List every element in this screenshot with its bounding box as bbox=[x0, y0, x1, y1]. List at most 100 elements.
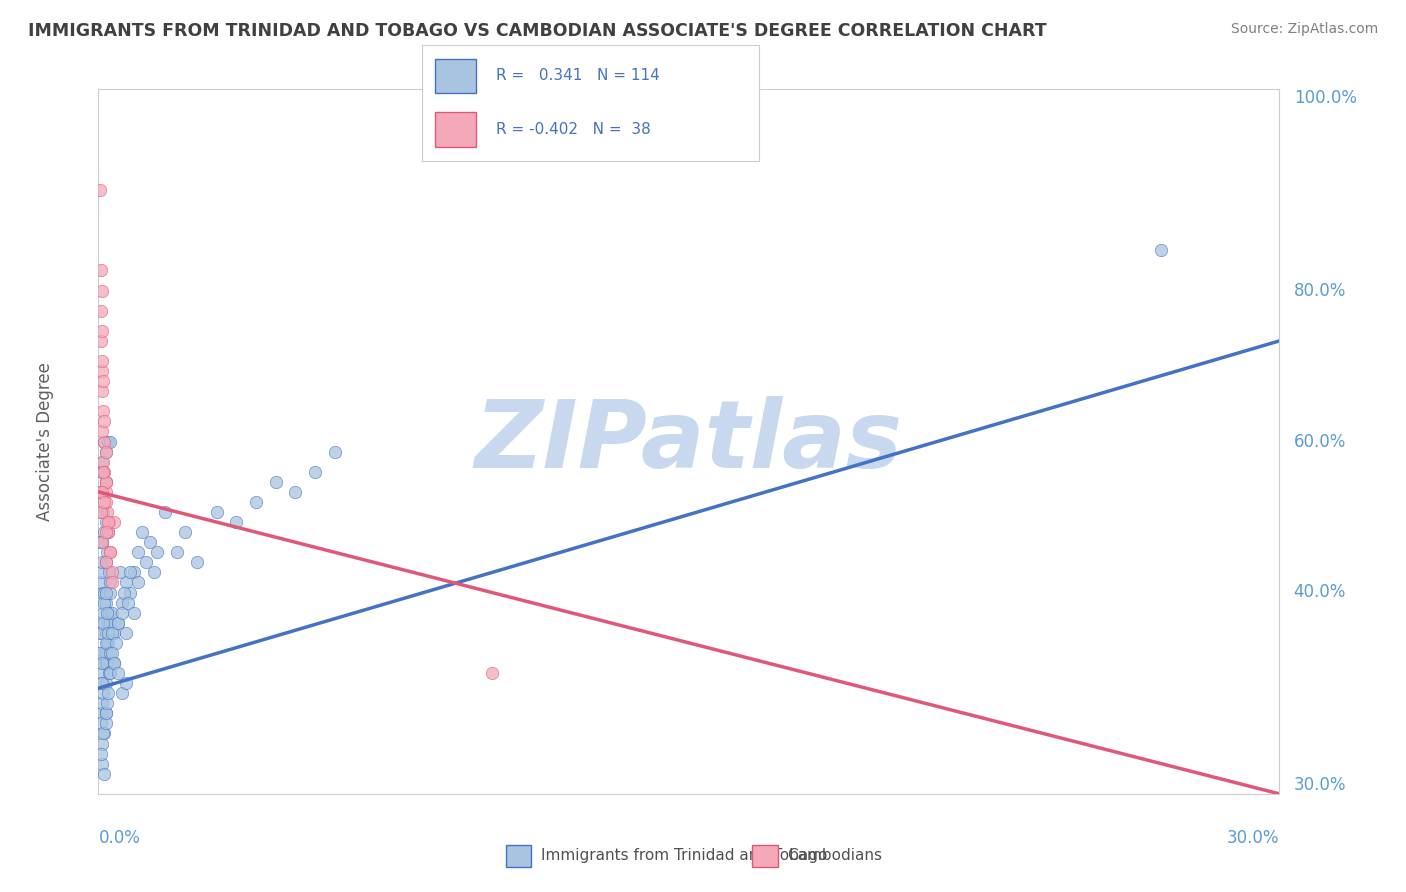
Point bbox=[94, 716, 117, 731]
Point bbox=[90, 284, 112, 298]
Point bbox=[90, 324, 112, 338]
Point bbox=[90, 625, 112, 640]
Point bbox=[284, 484, 307, 499]
Point bbox=[111, 686, 134, 700]
Point bbox=[111, 606, 134, 620]
Text: Immigrants from Trinidad and Tobago: Immigrants from Trinidad and Tobago bbox=[541, 848, 828, 863]
Point bbox=[89, 535, 111, 549]
Point bbox=[91, 646, 114, 660]
Text: R = -0.402   N =  38: R = -0.402 N = 38 bbox=[496, 121, 651, 136]
Point bbox=[98, 666, 121, 681]
Point bbox=[91, 404, 114, 418]
Point bbox=[98, 585, 121, 599]
Point bbox=[97, 615, 120, 630]
Point bbox=[107, 615, 129, 630]
Point bbox=[90, 303, 112, 318]
Point bbox=[245, 495, 267, 509]
Point bbox=[93, 656, 115, 670]
Point bbox=[97, 525, 120, 540]
Point bbox=[111, 596, 134, 610]
Point bbox=[225, 515, 247, 529]
Point bbox=[91, 726, 114, 740]
Point bbox=[101, 606, 124, 620]
Point bbox=[138, 535, 160, 549]
Point bbox=[93, 414, 115, 428]
Point bbox=[94, 555, 117, 569]
Point bbox=[94, 475, 117, 489]
Point bbox=[91, 696, 114, 710]
Point bbox=[94, 555, 117, 569]
Point bbox=[96, 676, 118, 690]
Point bbox=[98, 566, 121, 580]
Point bbox=[108, 566, 131, 580]
Point bbox=[91, 676, 114, 690]
Point bbox=[96, 606, 118, 620]
Point bbox=[90, 756, 112, 771]
Point bbox=[115, 575, 138, 590]
Point bbox=[96, 525, 118, 540]
Point bbox=[93, 434, 115, 449]
Point bbox=[118, 566, 141, 580]
Point bbox=[91, 666, 114, 681]
Point bbox=[93, 465, 115, 479]
Point bbox=[94, 475, 117, 489]
Point bbox=[91, 425, 114, 439]
Text: 80.0%: 80.0% bbox=[1294, 282, 1346, 300]
Point bbox=[96, 596, 118, 610]
Point bbox=[91, 505, 114, 519]
Point bbox=[115, 676, 138, 690]
Point bbox=[94, 444, 117, 458]
Point bbox=[90, 716, 112, 731]
Point bbox=[97, 525, 120, 540]
Point bbox=[90, 334, 112, 348]
Point bbox=[118, 585, 141, 599]
Text: Source: ZipAtlas.com: Source: ZipAtlas.com bbox=[1230, 22, 1378, 37]
Point bbox=[174, 525, 197, 540]
Point bbox=[91, 465, 114, 479]
Point bbox=[127, 575, 149, 590]
Point bbox=[91, 737, 114, 751]
Point bbox=[103, 656, 125, 670]
Point bbox=[98, 515, 121, 529]
Text: 100.0%: 100.0% bbox=[1294, 89, 1357, 107]
Point bbox=[90, 465, 112, 479]
Point bbox=[89, 484, 111, 499]
Point bbox=[91, 384, 114, 399]
Point bbox=[98, 606, 121, 620]
Point bbox=[96, 706, 118, 721]
Point bbox=[96, 696, 118, 710]
Text: R =   0.341   N = 114: R = 0.341 N = 114 bbox=[496, 69, 659, 84]
Point bbox=[103, 515, 125, 529]
Point bbox=[90, 505, 112, 519]
Point bbox=[96, 475, 118, 489]
Point bbox=[93, 596, 115, 610]
Text: 30.0%: 30.0% bbox=[1294, 776, 1346, 794]
Point bbox=[91, 615, 114, 630]
Point bbox=[96, 585, 118, 599]
Text: Cambodians: Cambodians bbox=[787, 848, 883, 863]
Point bbox=[90, 566, 112, 580]
Point bbox=[93, 585, 115, 599]
Point bbox=[112, 585, 135, 599]
Text: 40.0%: 40.0% bbox=[1294, 583, 1346, 601]
Point bbox=[105, 636, 128, 650]
Point bbox=[135, 555, 157, 569]
Point bbox=[101, 566, 124, 580]
Point bbox=[89, 484, 111, 499]
Text: 0.0%: 0.0% bbox=[98, 830, 141, 847]
Point bbox=[97, 625, 120, 640]
Point bbox=[91, 455, 114, 469]
Point bbox=[90, 555, 112, 569]
Point bbox=[146, 545, 169, 559]
Point bbox=[93, 766, 115, 780]
Point bbox=[117, 596, 139, 610]
Point bbox=[96, 646, 118, 660]
Point bbox=[115, 625, 138, 640]
Point bbox=[93, 615, 115, 630]
Point bbox=[142, 566, 165, 580]
Point bbox=[122, 606, 145, 620]
Point bbox=[96, 505, 118, 519]
Point bbox=[91, 374, 114, 388]
Point bbox=[98, 615, 121, 630]
Point bbox=[93, 495, 115, 509]
